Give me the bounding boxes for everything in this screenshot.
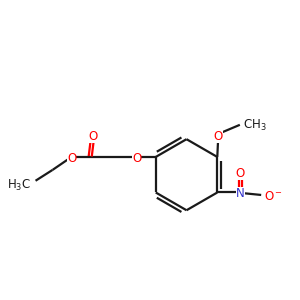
Text: O: O [88, 130, 97, 143]
Text: O: O [132, 152, 141, 165]
Text: O: O [67, 152, 76, 165]
Text: CH$_3$: CH$_3$ [243, 118, 267, 134]
Text: O: O [236, 167, 245, 180]
Text: O$^-$: O$^-$ [264, 190, 283, 203]
Text: H$_3$C: H$_3$C [7, 178, 31, 193]
Text: O: O [214, 130, 223, 143]
Text: N: N [236, 188, 245, 200]
